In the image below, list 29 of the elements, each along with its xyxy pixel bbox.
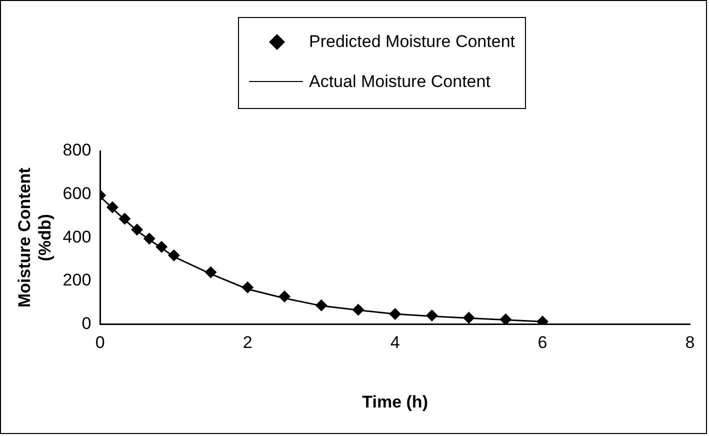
point xyxy=(462,312,475,324)
point xyxy=(500,313,512,324)
y-tick-label: 800 xyxy=(62,140,92,160)
point xyxy=(352,304,364,316)
point xyxy=(168,249,180,262)
x-axis-title: Time (h) xyxy=(362,392,428,412)
point xyxy=(118,212,131,225)
x-tick-label: 4 xyxy=(390,333,400,352)
y-tick-label: 400 xyxy=(62,227,92,246)
point xyxy=(315,299,328,312)
legend-label: Actual Moisture Content xyxy=(309,72,490,92)
x-tick-label: 8 xyxy=(685,333,695,352)
point xyxy=(278,290,290,302)
y-axis-title: Moisture Content (%db) xyxy=(14,167,54,308)
point xyxy=(143,232,156,245)
point xyxy=(204,266,217,278)
y-tick-label: 0 xyxy=(82,314,92,333)
x-tick-label: 6 xyxy=(538,333,548,352)
point xyxy=(389,308,402,320)
legend-label: Predicted Moisture Content xyxy=(309,32,515,52)
point xyxy=(131,224,144,236)
y-tick-label: 600 xyxy=(62,184,92,203)
x-tick-label: 2 xyxy=(242,333,252,352)
x-tick-label: 0 xyxy=(95,333,105,352)
point xyxy=(106,201,118,214)
point xyxy=(156,240,168,253)
y-tick-label: 200 xyxy=(62,270,92,290)
point xyxy=(242,281,254,294)
point xyxy=(426,310,438,322)
